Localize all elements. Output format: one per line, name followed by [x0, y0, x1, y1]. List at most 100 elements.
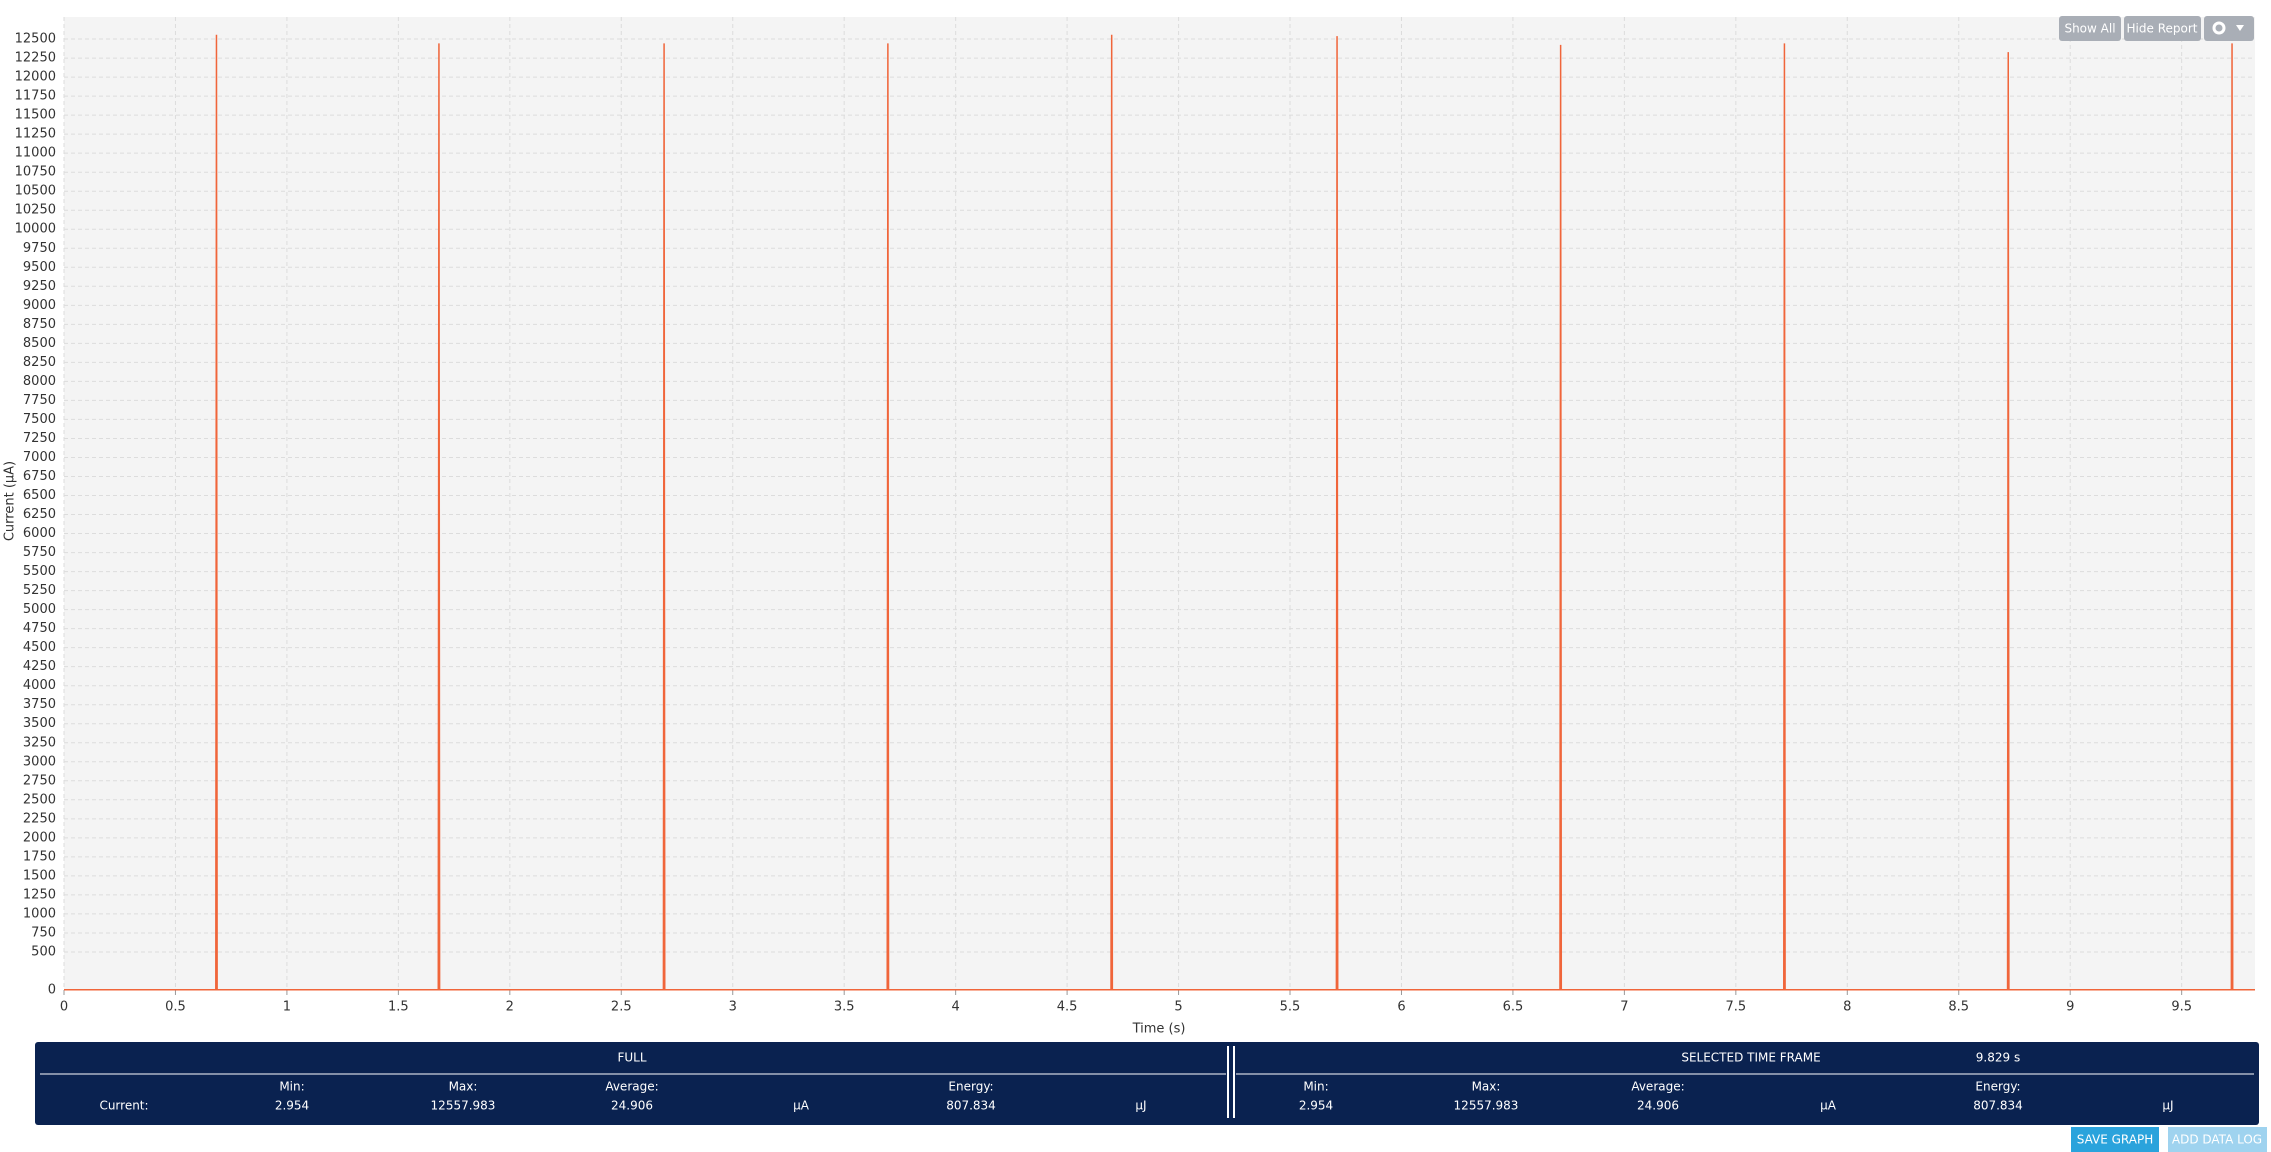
- save-graph-button[interactable]: [2071, 1127, 2159, 1152]
- y-tick-label: 8750: [23, 317, 56, 332]
- y-tick-label: 1000: [23, 906, 56, 921]
- y-tick-label: 10250: [15, 203, 56, 218]
- y-tick-label: 8000: [23, 374, 56, 389]
- x-tick-label: 7.5: [1725, 1000, 1746, 1015]
- report-title: SELECTED TIME FRAME: [1681, 1051, 1820, 1065]
- max-value: 12557.983: [1454, 1099, 1519, 1113]
- toolbar: Show All Hide Report: [2059, 16, 2254, 41]
- report-panel: FULL Current: Min: 2.954 Max: 12557.983 …: [35, 1042, 2259, 1125]
- max-label: Max:: [449, 1080, 478, 1094]
- y-tick-label: 10750: [15, 165, 56, 180]
- y-tick-label: 11000: [15, 146, 56, 161]
- y-tick-label: 500: [31, 944, 56, 959]
- avg-label: Average:: [605, 1080, 658, 1094]
- y-tick-label: 5500: [23, 564, 56, 579]
- x-tick-label: 9: [2066, 1000, 2074, 1015]
- x-tick-label: 6: [1397, 1000, 1405, 1015]
- y-tick-label: 5750: [23, 545, 56, 560]
- y-tick-label: 1250: [23, 887, 56, 902]
- y-tick-label: 7500: [23, 412, 56, 427]
- hide-report-label[interactable]: Hide Report: [2127, 22, 2198, 36]
- x-tick-label: 9.5: [2171, 1000, 2192, 1015]
- energy-unit: µJ: [2162, 1099, 2173, 1113]
- report-title: FULL: [617, 1051, 646, 1065]
- x-tick-label: 1.5: [388, 1000, 409, 1015]
- y-tick-label: 9500: [23, 260, 56, 275]
- x-tick-label: 2: [506, 1000, 514, 1015]
- x-tick-label: 0.5: [165, 1000, 186, 1015]
- y-tick-label: 7000: [23, 450, 56, 465]
- y-tick-label: 10500: [15, 184, 56, 199]
- row-label: Current:: [99, 1099, 148, 1113]
- line-series: [64, 34, 2255, 991]
- x-tick-label: 8: [1843, 1000, 1851, 1015]
- divider: [1233, 1046, 1235, 1118]
- x-tick-label: 4: [952, 1000, 960, 1015]
- show-all-label[interactable]: Show All: [2064, 22, 2115, 36]
- y-tick-label: 7250: [23, 431, 56, 446]
- gear-icon: [2212, 21, 2226, 35]
- y-tick-label: 2750: [23, 773, 56, 788]
- energy-label: Energy:: [948, 1080, 993, 1094]
- y-tick-label: 6250: [23, 507, 56, 522]
- hide-report-button[interactable]: [2124, 16, 2201, 41]
- x-tick-label: 8.5: [1948, 1000, 1969, 1015]
- show-all-button[interactable]: [2059, 16, 2121, 41]
- plot-area: [64, 17, 2255, 990]
- dropdown-caret: [2236, 25, 2244, 31]
- energy-label: Energy:: [1975, 1080, 2020, 1094]
- y-tick-label: 10000: [15, 222, 56, 237]
- y-tick-label: 5250: [23, 583, 56, 598]
- y-tick-label: 3250: [23, 735, 56, 750]
- energy-value: 807.834: [1973, 1099, 2023, 1113]
- y-tick-label: 9750: [23, 241, 56, 256]
- min-label: Min:: [279, 1080, 304, 1094]
- save-graph-label[interactable]: SAVE GRAPH: [2077, 1133, 2154, 1147]
- y-tick-label: 3000: [23, 754, 56, 769]
- add-data-log-label[interactable]: ADD DATA LOG: [2172, 1133, 2262, 1147]
- y-tick-label: 7750: [23, 393, 56, 408]
- y-tick-label: 11750: [15, 89, 56, 104]
- x-tick-label: 5.5: [1280, 1000, 1301, 1015]
- y-tick-label: 1500: [23, 868, 56, 883]
- y-tick-label: 1750: [23, 849, 56, 864]
- avg-value: 24.906: [611, 1099, 653, 1113]
- y-tick-label: 8500: [23, 336, 56, 351]
- y-tick-label: 2250: [23, 811, 56, 826]
- y-tick-label: 5000: [23, 602, 56, 617]
- add-data-log-button[interactable]: [2168, 1127, 2267, 1152]
- x-tick-label: 1: [283, 1000, 291, 1015]
- y-tick-label: 2000: [23, 830, 56, 845]
- energy-unit: µJ: [1135, 1099, 1146, 1113]
- y-tick-label: 2500: [23, 792, 56, 807]
- y-tick-label: 4500: [23, 640, 56, 655]
- y-tick-label: 12250: [15, 51, 56, 66]
- unit: µA: [793, 1099, 810, 1113]
- min-label: Min:: [1303, 1080, 1328, 1094]
- y-tick-label: 8250: [23, 355, 56, 370]
- y-tick-label: 9000: [23, 298, 56, 313]
- y-tick-label: 6500: [23, 488, 56, 503]
- max-value: 12557.983: [431, 1099, 496, 1113]
- x-tick-label: 3.5: [834, 1000, 855, 1015]
- unit: µA: [1820, 1099, 1837, 1113]
- avg-label: Average:: [1631, 1080, 1684, 1094]
- x-tick-label: 2.5: [611, 1000, 632, 1015]
- x-tick-label: 6.5: [1503, 1000, 1524, 1015]
- max-label: Max:: [1472, 1080, 1501, 1094]
- divider: [1227, 1046, 1229, 1118]
- y-tick-label: 9250: [23, 279, 56, 294]
- x-axis-label: Time (s): [1132, 1022, 1186, 1037]
- y-tick-label: 11500: [15, 108, 56, 123]
- y-tick-label: 4750: [23, 621, 56, 636]
- y-tick-label: 6750: [23, 469, 56, 484]
- avg-value: 24.906: [1637, 1099, 1679, 1113]
- min-value: 2.954: [1299, 1099, 1333, 1113]
- y-tick-label: 0: [48, 983, 56, 998]
- report-background: [35, 1042, 2259, 1125]
- x-tick-label: 5: [1174, 1000, 1182, 1015]
- y-tick-label: 12500: [15, 32, 56, 47]
- y-tick-label: 3500: [23, 716, 56, 731]
- min-value: 2.954: [275, 1099, 309, 1113]
- settings-button[interactable]: [2204, 16, 2254, 41]
